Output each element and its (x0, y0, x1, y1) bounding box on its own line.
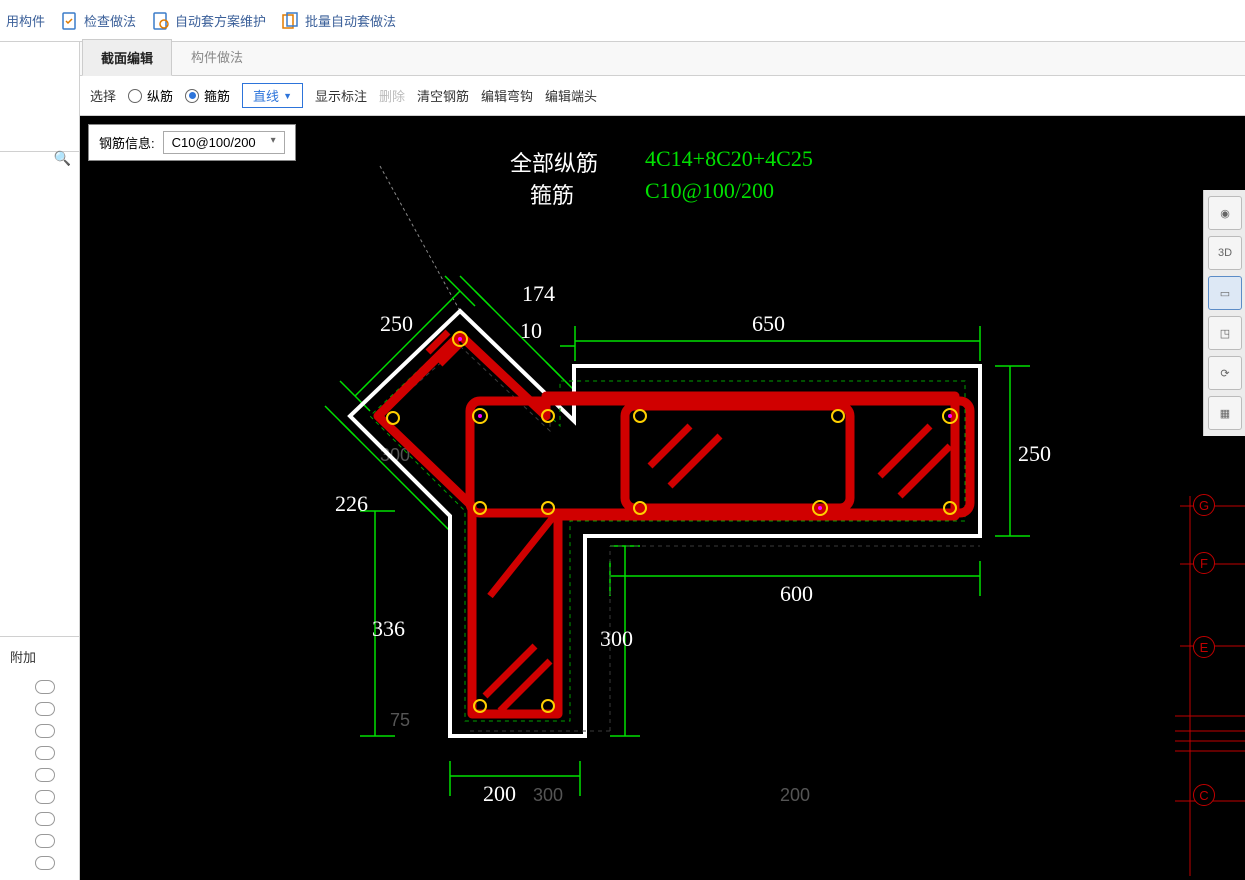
chevron-down-icon: ▼ (283, 91, 292, 101)
svg-text:200: 200 (780, 785, 810, 805)
document-check-icon (61, 12, 79, 30)
radio-label: 箍筋 (204, 86, 230, 105)
checkbox-icon (35, 724, 55, 738)
right-content: 截面编辑 构件做法 选择 纵筋 箍筋 直线▼ 显示标注 删除 清空钢筋 编辑弯钩… (80, 42, 1245, 880)
checkbox-row[interactable] (0, 852, 79, 874)
svg-text:226: 226 (335, 491, 368, 516)
tool-orbit[interactable]: ◉ (1208, 196, 1242, 230)
component-tree[interactable] (0, 152, 79, 636)
svg-text:174: 174 (522, 281, 555, 306)
axis-label-e: E (1193, 636, 1215, 658)
checkbox-row[interactable] (0, 698, 79, 720)
checkbox-row[interactable] (0, 808, 79, 830)
btn-show-annotation[interactable]: 显示标注 (315, 86, 367, 105)
left-top-panel: 🔍 (0, 42, 79, 152)
tool-3d[interactable]: 3D (1208, 236, 1242, 270)
top-toolbar: 用构件 检查做法 自动套方案维护 批量自动套做法 (0, 0, 1245, 42)
toolbar-btn-auto-plan[interactable]: 自动套方案维护 (152, 11, 266, 30)
checkbox-row[interactable] (0, 786, 79, 808)
svg-text:650: 650 (752, 311, 785, 336)
radio-label: 纵筋 (147, 86, 173, 105)
checkbox-icon (35, 702, 55, 716)
checkbox-icon (35, 790, 55, 804)
checkbox-row[interactable] (0, 764, 79, 786)
search-icon[interactable]: 🔍 (54, 150, 71, 167)
checkbox-row[interactable] (0, 830, 79, 852)
tool-view-front[interactable]: ▭ (1208, 276, 1242, 310)
checkbox-row[interactable] (0, 742, 79, 764)
view-tool-rail: ◉ 3D ▭ ◳ ⟳ ▦ (1203, 190, 1245, 436)
svg-text:200: 200 (483, 781, 516, 806)
tool-grid[interactable]: ▦ (1208, 396, 1242, 430)
checkbox-icon (35, 768, 55, 782)
toolbar-label: 批量自动套做法 (305, 11, 396, 30)
document-gear-icon (152, 12, 170, 30)
checkbox-icon (35, 834, 55, 848)
select-label: 选择 (90, 86, 116, 105)
axis-label-g: G (1193, 494, 1215, 516)
svg-text:600: 600 (780, 581, 813, 606)
btn-edit-hook[interactable]: 编辑弯钩 (481, 86, 533, 105)
svg-text:75: 75 (390, 710, 410, 730)
toolbar-btn-components[interactable]: 用构件 (6, 11, 45, 30)
svg-text:10: 10 (520, 318, 542, 343)
btn-edit-end[interactable]: 编辑端头 (545, 86, 597, 105)
section-drawing: 250 174 10 650 250 226 600 336 300 200 7… (80, 116, 1245, 880)
checkbox-row[interactable] (0, 720, 79, 742)
toolbar-btn-batch-auto[interactable]: 批量自动套做法 (282, 11, 396, 30)
toolbar-btn-check-method[interactable]: 检查做法 (61, 11, 136, 30)
rebar-info-panel: 钢筋信息: C10@100/200 (88, 124, 296, 161)
canvas[interactable]: 钢筋信息: C10@100/200 全部纵筋 4C14+8C20+4C25 箍筋… (80, 116, 1245, 880)
additional-label: 附加 (0, 643, 79, 676)
svg-text:250: 250 (380, 311, 413, 336)
axis-label-f: F (1193, 552, 1215, 574)
toolbar-label: 自动套方案维护 (175, 11, 266, 30)
btn-clear-rebar[interactable]: 清空钢筋 (417, 86, 469, 105)
tab-section-edit[interactable]: 截面编辑 (82, 39, 172, 76)
radio-longitudinal[interactable]: 纵筋 (128, 86, 173, 105)
sub-toolbar: 选择 纵筋 箍筋 直线▼ 显示标注 删除 清空钢筋 编辑弯钩 编辑端头 (80, 76, 1245, 116)
rebar-info-label: 钢筋信息: (99, 133, 155, 152)
toolbar-label: 用构件 (6, 11, 45, 30)
svg-text:300: 300 (600, 626, 633, 651)
checkbox-row[interactable] (0, 676, 79, 698)
checkbox-icon (35, 680, 55, 694)
svg-text:300: 300 (533, 785, 563, 805)
checkbox-icon (35, 812, 55, 826)
svg-text:336: 336 (372, 616, 405, 641)
tab-component-method[interactable]: 构件做法 (172, 38, 262, 75)
tool-rotate[interactable]: ⟳ (1208, 356, 1242, 390)
btn-delete[interactable]: 删除 (379, 86, 405, 105)
tool-view-iso[interactable]: ◳ (1208, 316, 1242, 350)
additional-panel: 附加 (0, 636, 79, 880)
tab-strip: 截面编辑 构件做法 (80, 42, 1245, 76)
checkbox-icon (35, 856, 55, 870)
main-area: 🔍 附加 截面编辑 构件做法 选择 纵筋 箍筋 直线▼ 显示标注 删除 (0, 42, 1245, 880)
left-sidebar: 🔍 附加 (0, 42, 80, 880)
checkbox-icon (35, 746, 55, 760)
radio-stirrup[interactable]: 箍筋 (185, 86, 230, 105)
batch-icon (282, 12, 300, 30)
rebar-info-select[interactable]: C10@100/200 (163, 131, 285, 154)
line-dropdown[interactable]: 直线▼ (242, 83, 303, 108)
svg-text:250: 250 (1018, 441, 1051, 466)
axis-label-c: C (1193, 784, 1215, 806)
toolbar-label: 检查做法 (84, 11, 136, 30)
